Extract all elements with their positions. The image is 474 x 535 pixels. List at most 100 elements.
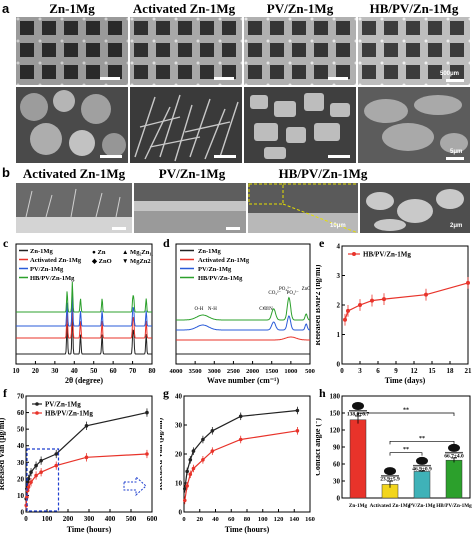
chart-g-xtick-label: 140 (289, 516, 299, 523)
chart-c-xtick-label: 60 (110, 367, 118, 375)
chart-f-point (39, 458, 43, 463)
chart-e-point (370, 298, 374, 303)
chart-d-annotation: CO₃²⁻ (268, 290, 281, 296)
chart-f-point (84, 424, 89, 428)
chart-e-series-line (344, 282, 469, 320)
chart-g-ytick-label: 20 (175, 451, 183, 459)
chart-g-xtick-label: 0 (182, 516, 185, 523)
chart-d-series-line (176, 315, 310, 331)
chart-g-point (188, 472, 193, 477)
chart-e-xtick-label: 18 (447, 367, 455, 375)
chart-g-ytick-label: 40 (175, 393, 183, 401)
chart-e-ytick-label: 1 (337, 331, 341, 339)
scale-bar (100, 77, 120, 80)
chart-g-point (201, 458, 205, 462)
chart-f-zoom-arrow (123, 475, 147, 497)
chart-d-annotation: O-H (195, 307, 204, 312)
chart-c-phase-marker: ◆ ZnO (91, 258, 112, 265)
chart-c-phase-marker: ● Zn (92, 249, 106, 256)
panel-label-b: b (2, 165, 10, 180)
sem-mesh-pattern (358, 17, 470, 85)
sem-image-hbpv-low: 500μm (358, 17, 470, 85)
scale-bar (214, 77, 234, 80)
panel-b-title-3: HB/PV/Zn-1Mg (278, 166, 368, 181)
chart-f-point (145, 410, 149, 415)
chart-d-xtick-label: 2000 (246, 368, 259, 375)
chart-e-xtick-label: 9 (394, 367, 398, 375)
chart-h-bar (349, 419, 367, 499)
chart-f-legend-marker (35, 402, 39, 406)
chart-g-point (238, 414, 243, 419)
chart-e-ytick-label: 2 (337, 302, 341, 310)
chart-f-xlabel: Time (hours) (67, 525, 112, 534)
chart-f-xtick-label: 0 (24, 515, 28, 523)
chart-g-ytick-label: 30 (175, 422, 183, 430)
panel-a-title-3: PV/Zn-1Mg (266, 1, 334, 16)
chart-h-ylabel: Contact angle (°) (316, 418, 322, 476)
chart-c-xtick-label: 70 (129, 367, 137, 375)
scale-label-500um: 500μm (440, 71, 460, 77)
chart-d-frame (175, 243, 311, 365)
chart-d-xtick-label: 3000 (208, 368, 221, 375)
chart-h-droplet-base (349, 410, 367, 412)
chart-d-annotation: N-H (208, 307, 217, 312)
chart-c-legend-label: Zn-1Mg (30, 248, 54, 255)
chart-f-point (25, 495, 29, 499)
chart-h-value-label: 66.7±4.0 (444, 453, 464, 459)
chart-e-ylabel: Released BMP2 (ng/ml) (316, 264, 322, 345)
chart-h-droplet-base (445, 451, 463, 454)
chart-g-series-line (184, 430, 298, 501)
chart-f-panel-label: f (3, 386, 8, 400)
chart-g-panel-label: g (163, 386, 169, 400)
sem-coating (358, 87, 470, 163)
scale-bar (214, 155, 236, 158)
chart-h-category-label: Activated Zn-1Mg (370, 503, 411, 509)
chart-g-xtick-label: 160 (305, 516, 315, 523)
scale-bar (100, 155, 122, 158)
chart-g-xtick-label: 80 (244, 516, 251, 523)
chart-g-xtick-label: 60 (228, 516, 235, 523)
chart-f-point (26, 485, 31, 489)
chart-h-value-label: 46.9±0.9 (412, 466, 432, 472)
sem-zoom-hbpv: 2μm (360, 183, 470, 233)
chart-d-ftir: 4000 3500 3000 2500 2000 1500 1000 500 d Wave num… (163, 236, 315, 385)
chart-e-xtick-label: 21 (465, 367, 473, 375)
panel-a-title-4: HB/PV/Zn-1Mg (369, 1, 459, 16)
chart-h-droplet-icon (448, 443, 460, 452)
scale-bar (226, 227, 240, 230)
sem-mesh-pattern (244, 17, 356, 85)
chart-d-xtick-label: 3500 (189, 368, 202, 375)
chart-h-bar (445, 459, 463, 499)
chart-f-point (34, 463, 38, 468)
chart-h-ytick-label: 30 (333, 478, 341, 486)
chart-h-droplet-icon (384, 467, 396, 476)
chart-h-significance-bracket (389, 440, 455, 445)
chart-c-xtick-label: 20 (32, 367, 40, 375)
panel-a-title-2: Activated Zn-1Mg (132, 1, 236, 16)
chart-h-ytick-label: 120 (330, 427, 341, 435)
chart-e-legend-label: HB/PV/Zn-1Mg (363, 251, 411, 259)
chart-c-series-line (16, 291, 152, 327)
chart-f-xtick-label: 300 (84, 515, 95, 523)
chart-h-category-label: PV/Zn-1Mg (409, 503, 436, 509)
chart-f-ytick-label: 20 (17, 475, 25, 483)
chart-g-van-release-zoom: 0 20 40 60 80 100 120 140 160 0 10 20 30 40 g Time (hou… (160, 386, 315, 534)
chart-e-xtick-label: 3 (358, 367, 362, 375)
panel-b-title-2: PV/Zn-1Mg (158, 166, 226, 181)
chart-c-xtick-label: 80 (149, 367, 157, 375)
chart-g-point (188, 458, 193, 462)
chart-f-point (39, 470, 43, 475)
scale-label-5um: 5μm (450, 149, 463, 155)
chart-d-xtick-label: 2500 (227, 368, 240, 375)
chart-h-significance-label: ** (419, 436, 425, 442)
scale-bar (446, 157, 464, 160)
chart-h-category-label: HB/PV/Zn-1Mg (436, 503, 472, 509)
sem-cross-section-pv (134, 183, 246, 233)
sem-image-pv-low (244, 17, 356, 85)
chart-e-point (424, 292, 428, 297)
chart-g-point (238, 437, 243, 442)
sem-image-activated-low (130, 17, 242, 85)
chart-h-significance-label: ** (403, 447, 409, 453)
chart-g-series-line (184, 409, 298, 489)
chart-g-point (182, 487, 187, 491)
